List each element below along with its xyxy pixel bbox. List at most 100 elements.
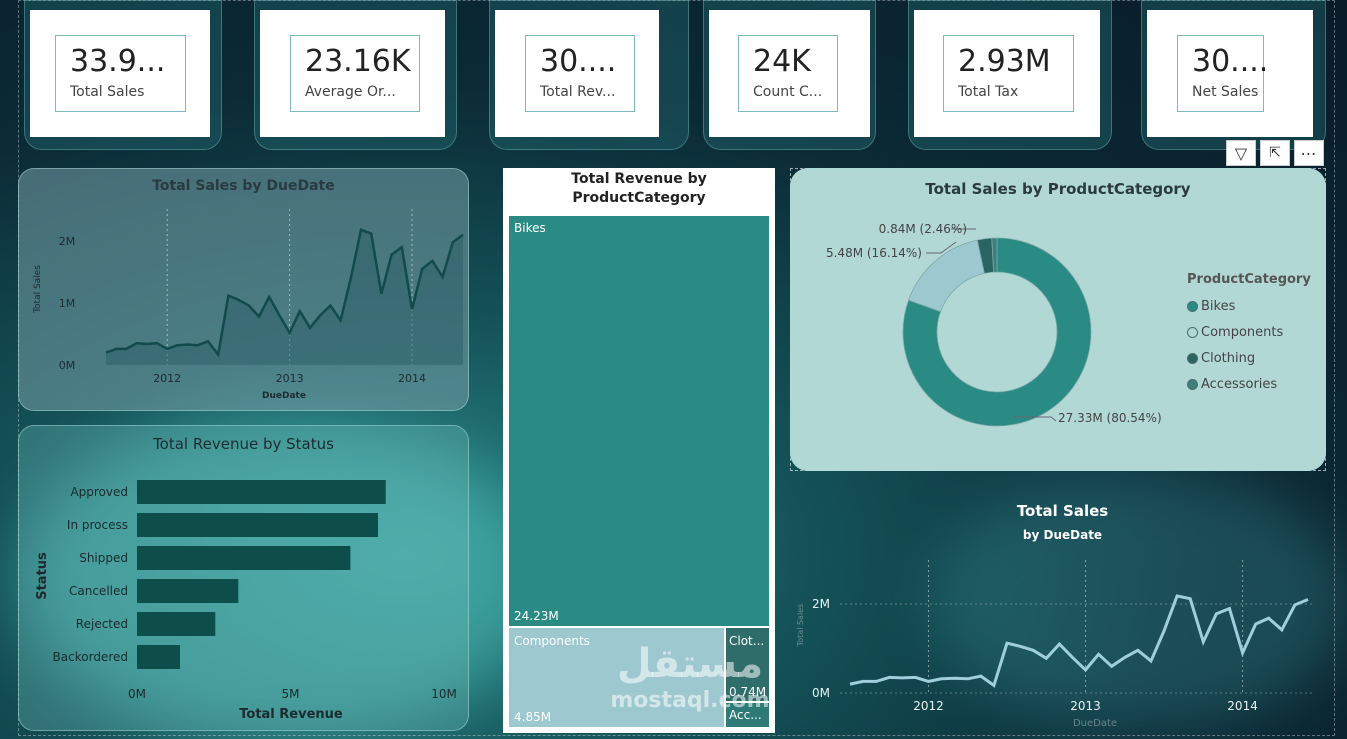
series-line [105, 228, 464, 358]
more-icon: ⋯ [1300, 143, 1318, 163]
treemap-value-bikes: 24.23M [514, 609, 559, 623]
x-tick-label: 2014 [398, 372, 426, 385]
sales-by-category-donut[interactable]: 27.33M (80.54%) 5.48M (16.14%) 0.84M (2.46… [791, 169, 1327, 472]
y-tick-label: 1M [59, 297, 76, 310]
kpi-value-box: 30.... Net Sales [1177, 35, 1269, 112]
treemap-panel[interactable]: Total Revenue by ProductCategory Bikes 2… [503, 168, 775, 733]
kpi-value: 23.16K [305, 44, 411, 79]
legend-item-clothing[interactable]: Clothing [1187, 345, 1311, 371]
kpi-value-box: 33.9... Total Sales [55, 35, 186, 112]
sales-by-duedate-chart[interactable]: 2012 2013 2014 2M 1M 0M DueDate Total Sales [19, 169, 470, 412]
total-sales-chart[interactable]: 2012 2013 2014 2M 0M DueDate Total Sales [790, 490, 1335, 736]
kpi-label: Count C... [753, 84, 823, 100]
kpi-value-box: 2.93M Total Tax [943, 35, 1074, 112]
treemap-label-clothing: Clot... [729, 634, 765, 648]
kpi-value: 33.9... [70, 44, 166, 79]
watermark-arabic: مستقل [616, 641, 764, 687]
sales-by-category-title: Total Sales by ProductCategory [925, 180, 1191, 198]
bar-shipped[interactable] [137, 546, 351, 570]
kpi-value: 2.93M [958, 44, 1051, 79]
expand-icon: ⇱ [1269, 145, 1281, 161]
treemap-tile-accessories[interactable]: Acc... [725, 702, 770, 728]
x-tick-label: 10M [431, 687, 457, 701]
revenue-by-status-title: Total Revenue by Status [153, 435, 334, 453]
legend-title: ProductCategory [1187, 272, 1311, 287]
legend-marker [1187, 300, 1198, 312]
kpi-value: 30.... [1192, 44, 1269, 79]
kpi-value-box: 23.16K Average Or... [290, 35, 420, 112]
series-line [849, 594, 1309, 688]
filter-icon: ▽ [1234, 143, 1248, 163]
more-options-button[interactable]: ⋯ [1294, 140, 1324, 166]
legend-item-bikes[interactable]: Bikes [1187, 293, 1311, 319]
treemap-value-components: 4.85M [514, 710, 552, 724]
treemap-label-accessories: Acc... [729, 708, 762, 722]
kpi-label: Total Rev... [540, 84, 616, 100]
sales-by-duedate-title: Total Sales by DueDate [152, 178, 335, 194]
y-tick-label: 0M [812, 686, 830, 700]
bar-approved[interactable] [137, 480, 386, 504]
kpi-value-box: 24K Count C... [738, 35, 838, 112]
treemap-value-clothing: 0.74M [729, 685, 767, 699]
sales-by-duedate-panel[interactable]: Total Sales by DueDate 2012 2013 2014 2M 1M 0… [18, 168, 469, 411]
x-tick-label: 2012 [913, 699, 944, 713]
legend-marker [1187, 352, 1198, 364]
x-tick-label: 0M [128, 687, 146, 701]
x-axis-label: DueDate [1073, 718, 1117, 729]
watermark-latin: mostaql.com [610, 688, 770, 713]
donut-label-bikes: 27.33M (80.54%) [1058, 411, 1162, 425]
bar-category-label: In process [67, 518, 128, 532]
donut-label-clothing: 0.84M (2.46%) [879, 222, 967, 236]
donut-slice-accessories[interactable] [991, 237, 998, 273]
legend-label: Components [1201, 324, 1284, 340]
x-tick-label: 2014 [1227, 699, 1258, 713]
focus-mode-button[interactable]: ⇱ [1260, 140, 1290, 166]
kpi-label: Total Sales [70, 84, 145, 100]
kpi-label: Net Sales [1192, 84, 1259, 100]
treemap-tile-bikes[interactable]: Bikes 24.23M [508, 215, 770, 627]
x-tick-label: 2013 [1070, 699, 1101, 713]
y-axis-label: Total Sales [796, 604, 805, 648]
bar-category-label: Backordered [53, 650, 128, 664]
kpi-label: Total Tax [958, 84, 1019, 100]
bar-category-label: Rejected [76, 617, 128, 631]
y-tick-label: 2M [59, 235, 76, 248]
bar-in-process[interactable] [137, 513, 378, 537]
mostaql-watermark: مستقل mostaql.com [590, 640, 790, 730]
y-tick-label: 2M [812, 597, 830, 611]
treemap-tile-components[interactable]: Components 4.85M [508, 627, 725, 728]
bar-category-label: Approved [70, 485, 128, 499]
x-tick-label: 2013 [276, 372, 304, 385]
treemap-title-line2: ProductCategory [572, 190, 706, 206]
legend-item-components[interactable]: Components [1187, 319, 1311, 345]
y-axis-label: Status [35, 552, 50, 600]
donut-slice-bikes[interactable] [902, 237, 1092, 427]
sales-by-category-panel[interactable]: Total Sales by ProductCategory 27.33M (8… [790, 168, 1326, 471]
y-axis-label: Total Sales [33, 265, 43, 314]
legend-label: Accessories [1201, 376, 1278, 392]
revenue-by-status-panel[interactable]: Total Revenue by Status Approved In proce… [18, 425, 469, 731]
treemap-tile-clothing[interactable]: Clot... 0.74M [725, 627, 770, 702]
filter-button[interactable]: ▽ [1226, 140, 1256, 166]
legend-marker [1187, 378, 1198, 390]
leader-line [926, 241, 957, 254]
treemap-label-bikes: Bikes [514, 221, 546, 235]
legend-marker [1187, 326, 1198, 338]
bar-cancelled[interactable] [137, 579, 239, 603]
x-tick-label: 2012 [153, 372, 181, 385]
leader-line [1013, 416, 1057, 422]
y-tick-label: 0M [59, 359, 76, 372]
legend-label: Clothing [1201, 350, 1256, 366]
kpi-value: 30.... [540, 44, 617, 79]
total-sales-panel[interactable]: Total Sales by DueDate 2012 2013 2014 2M 0M D… [790, 490, 1335, 736]
total-sales-title: Total Sales [1016, 502, 1109, 520]
x-axis-label: Total Revenue [239, 707, 343, 722]
revenue-by-status-chart[interactable]: Approved In process Shipped Cancelled Reject… [19, 426, 470, 732]
bar-category-label: Shipped [79, 551, 128, 565]
bar-backordered[interactable] [137, 645, 180, 669]
legend-item-accessories[interactable]: Accessories [1187, 371, 1311, 397]
legend-label: Bikes [1201, 298, 1236, 314]
area-fill [106, 229, 463, 365]
bar-rejected[interactable] [137, 612, 216, 636]
bar-category-label: Cancelled [69, 584, 128, 598]
